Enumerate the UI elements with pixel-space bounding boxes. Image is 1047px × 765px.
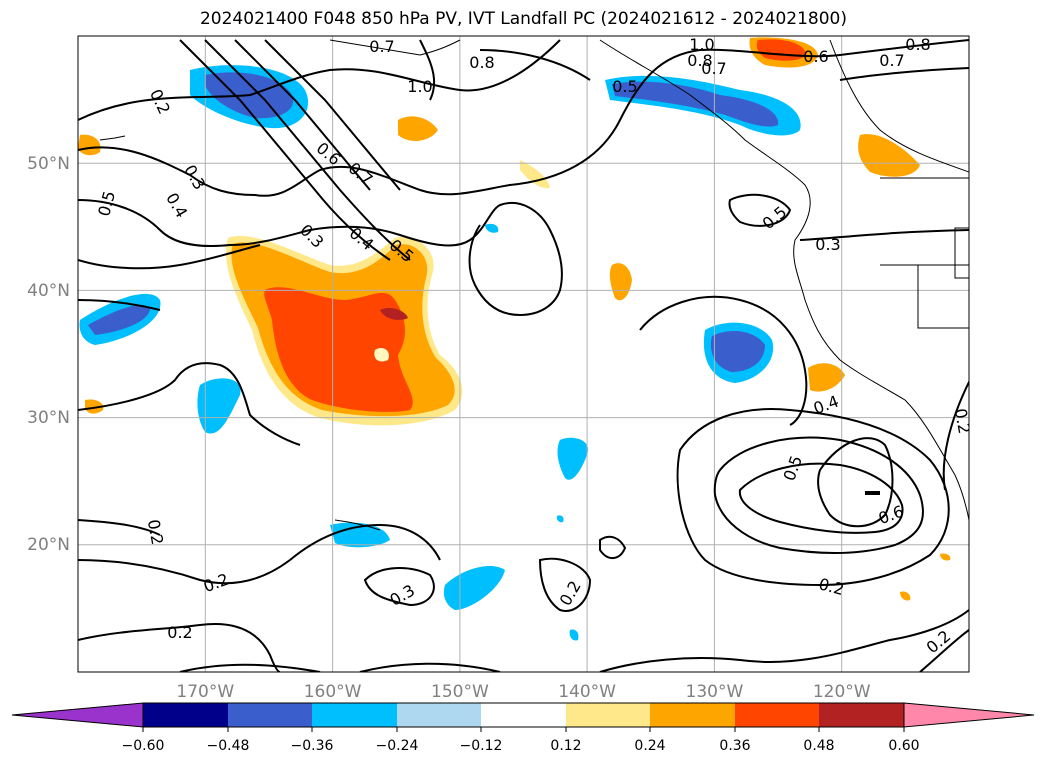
colorbar-tick-label: −0.12 [460, 738, 503, 754]
lon-tick-label: 130°W [686, 682, 744, 702]
contour-label: 0.8 [687, 51, 712, 70]
colorbar-segment [650, 703, 735, 727]
contour-label: 0.5 [94, 189, 119, 219]
contour-label: 0.7 [879, 51, 904, 70]
colorbar-segment [143, 703, 228, 727]
contour-label: 0.4 [811, 392, 841, 419]
lat-tick-label: 50°N [27, 154, 70, 174]
contour-label: 0.4 [162, 189, 191, 221]
colorbar-segment [397, 703, 481, 727]
contour-label: 0.2 [146, 86, 174, 117]
contour-label: 0.3 [815, 235, 840, 254]
graticule [78, 36, 969, 672]
contour-label: 0.2 [144, 518, 167, 546]
lon-tick-label: 170°W [176, 682, 234, 702]
colorbar-extend-high [903, 702, 1035, 728]
shading-layer [78, 37, 951, 641]
contour-label: 0.7 [701, 59, 726, 78]
lon-tick-label: 150°W [431, 682, 489, 702]
colorbar-segment [735, 703, 819, 727]
lat-tick-label: 20°N [27, 535, 70, 555]
coastlines [99, 39, 969, 531]
colorbar-tick-label: −0.60 [122, 738, 165, 754]
colorbar-extend-low [11, 702, 144, 728]
colorbar-tick-label: −0.24 [376, 738, 419, 754]
lat-tick-label: 30°N [27, 408, 70, 428]
contour-label: 1.0 [407, 77, 432, 96]
contour-label: 0.8 [469, 53, 494, 72]
lat-tick-label: 40°N [27, 281, 70, 301]
lon-tick-label: 140°W [558, 682, 616, 702]
contour-label: 0.7 [369, 37, 394, 56]
colorbar: −0.60 −0.48 −0.36 −0.24 −0.12 0.12 0.24 … [11, 702, 1035, 754]
colorbar-segment [312, 703, 397, 727]
contour-label: 0.2 [951, 407, 974, 435]
colorbar-segment [819, 703, 904, 727]
lon-tick-label: 120°W [813, 682, 871, 702]
lon-tick-label: 160°W [304, 682, 362, 702]
contour-label: 0.5 [780, 453, 807, 483]
map-title: 2024021400 F048 850 hPa PV, IVT Landfall… [199, 9, 847, 29]
contour-label: 0.6 [803, 47, 828, 66]
colorbar-segment [228, 703, 312, 727]
map-frame [77, 35, 970, 673]
contour-label: 0.3 [296, 220, 327, 251]
contour-label: 1.0 [689, 35, 714, 54]
contour-label: 0.5 [759, 202, 791, 233]
contour-label: 0.6 [313, 138, 345, 169]
colorbar-tick-label: 0.24 [634, 738, 665, 754]
colorbar-tick-label: 0.60 [888, 738, 919, 754]
colorbar-tick-label: 0.36 [719, 738, 750, 754]
colorbar-segment [481, 703, 566, 727]
colorbar-tick-label: −0.36 [291, 738, 334, 754]
map-panel: 0.7 1.0 0.8 1.0 0.8 0.7 0.5 0.6 0.8 0.7 … [78, 35, 974, 672]
contour-label: 0.2 [167, 623, 192, 642]
lat-tick-labels: 50°N 40°N 30°N 20°N [27, 154, 70, 555]
colorbar-tick-label: 0.12 [550, 738, 581, 754]
pv-contours [78, 39, 969, 672]
colorbar-tick-label: −0.48 [207, 738, 250, 754]
lon-tick-labels: 170°W 160°W 150°W 140°W 130°W 120°W [176, 682, 870, 702]
contour-label: 0.5 [612, 77, 637, 96]
colorbar-tick-label: 0.48 [803, 738, 834, 754]
contour-label: 0.8 [905, 35, 930, 54]
colorbar-segment [566, 703, 650, 727]
